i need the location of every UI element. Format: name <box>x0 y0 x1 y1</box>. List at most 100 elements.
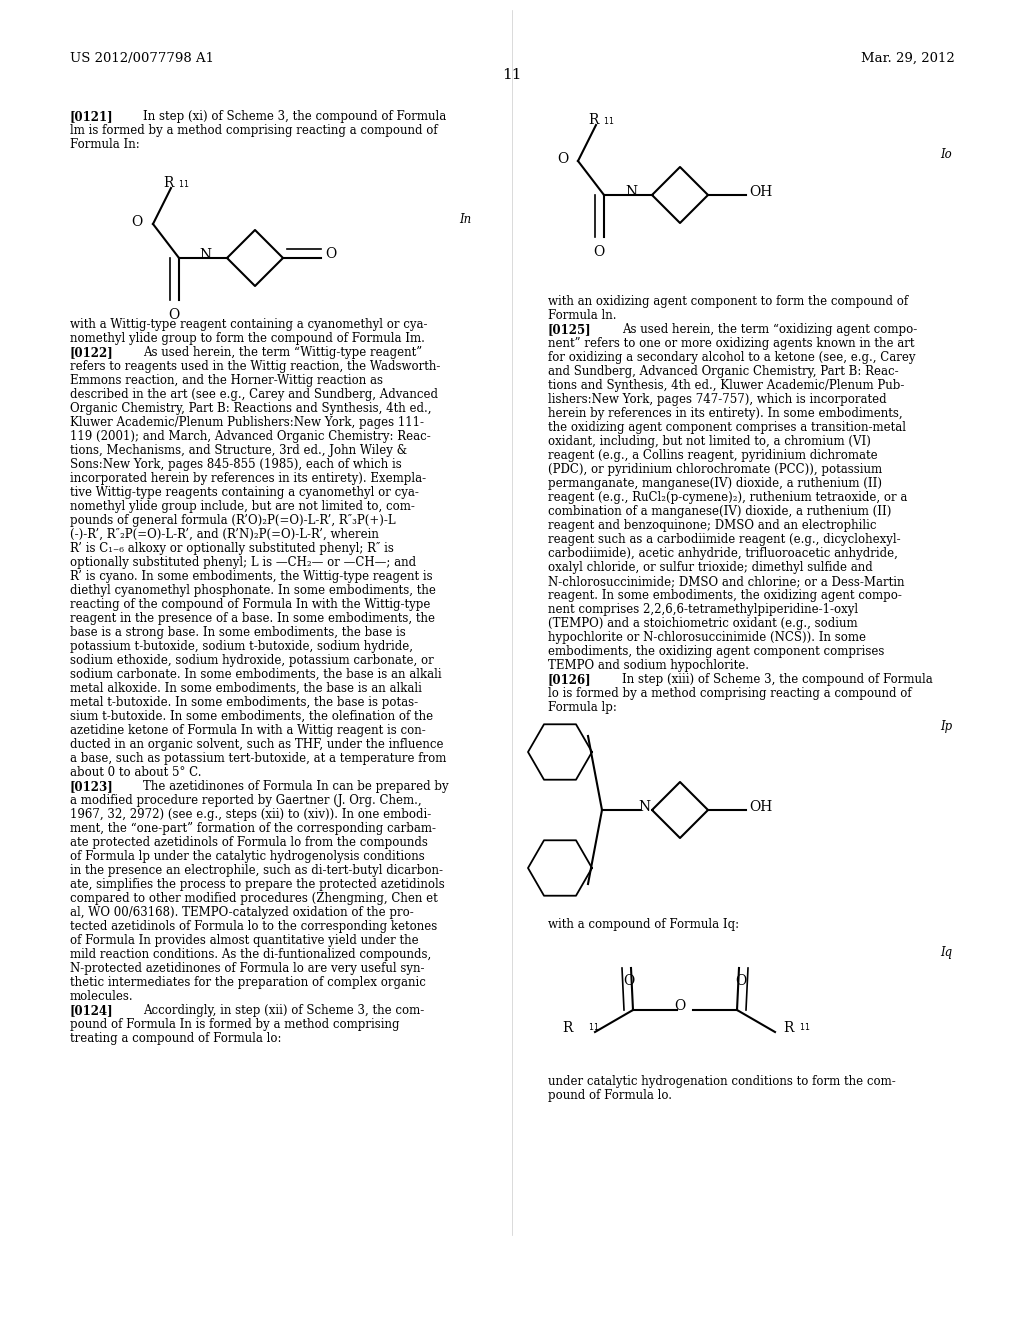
Text: lishers:New York, pages 747-757), which is incorporated: lishers:New York, pages 747-757), which … <box>548 393 887 407</box>
Text: N: N <box>199 248 211 261</box>
Text: (-)-R’, R″₂P(=O)-L-R’, and (R’N)₂P(=O)-L-R’, wherein: (-)-R’, R″₂P(=O)-L-R’, and (R’N)₂P(=O)-L… <box>70 528 379 541</box>
Text: optionally substituted phenyl; L is —CH₂— or —CH—; and: optionally substituted phenyl; L is —CH₂… <box>70 556 416 569</box>
Text: incorporated herein by references in its entirety). Exempla-: incorporated herein by references in its… <box>70 473 426 484</box>
Text: Accordingly, in step (xii) of Scheme 3, the com-: Accordingly, in step (xii) of Scheme 3, … <box>143 1005 425 1016</box>
Text: O: O <box>624 974 635 987</box>
Text: Emmons reaction, and the Horner-Wittig reaction as: Emmons reaction, and the Horner-Wittig r… <box>70 374 383 387</box>
Text: of Formula In provides almost quantitative yield under the: of Formula In provides almost quantitati… <box>70 935 418 946</box>
Text: refers to reagents used in the Wittig reaction, the Wadsworth-: refers to reagents used in the Wittig re… <box>70 360 440 374</box>
Text: potassium t-butoxide, sodium t-butoxide, sodium hydride,: potassium t-butoxide, sodium t-butoxide,… <box>70 640 413 653</box>
Text: nomethyl ylide group to form the compound of Formula Im.: nomethyl ylide group to form the compoun… <box>70 333 425 345</box>
Text: O: O <box>593 246 604 259</box>
Text: lo is formed by a method comprising reacting a compound of: lo is formed by a method comprising reac… <box>548 686 911 700</box>
Text: [0126]: [0126] <box>548 673 592 686</box>
Text: and Sundberg, Advanced Organic Chemistry, Part B: Reac-: and Sundberg, Advanced Organic Chemistry… <box>548 366 898 378</box>
Text: herein by references in its entirety). In some embodiments,: herein by references in its entirety). I… <box>548 407 902 420</box>
Text: 119 (2001); and March, Advanced Organic Chemistry: Reac-: 119 (2001); and March, Advanced Organic … <box>70 430 430 444</box>
Text: N-protected azetidinones of Formula lo are very useful syn-: N-protected azetidinones of Formula lo a… <box>70 962 424 975</box>
Text: embodiments, the oxidizing agent component comprises: embodiments, the oxidizing agent compone… <box>548 645 884 657</box>
Text: TEMPO and sodium hypochlorite.: TEMPO and sodium hypochlorite. <box>548 659 749 672</box>
Text: As used herein, the term “Wittig-type reagent”: As used herein, the term “Wittig-type re… <box>143 346 423 359</box>
Text: lm is formed by a method comprising reacting a compound of: lm is formed by a method comprising reac… <box>70 124 437 137</box>
Text: R: R <box>783 1020 794 1035</box>
Text: 11: 11 <box>502 69 522 82</box>
Text: In step (xiii) of Scheme 3, the compound of Formula: In step (xiii) of Scheme 3, the compound… <box>622 673 932 686</box>
Text: ducted in an organic solvent, such as THF, under the influence: ducted in an organic solvent, such as TH… <box>70 738 443 751</box>
Text: with a Wittig-type reagent containing a cyanomethyl or cya-: with a Wittig-type reagent containing a … <box>70 318 427 331</box>
Text: 1967, 32, 2972) (see e.g., steps (xii) to (xiv)). In one embodi-: 1967, 32, 2972) (see e.g., steps (xii) t… <box>70 808 431 821</box>
Text: Iq: Iq <box>940 946 952 960</box>
Text: (PDC), or pyridinium chlorochromate (PCC)), potassium: (PDC), or pyridinium chlorochromate (PCC… <box>548 463 882 477</box>
Text: of Formula lp under the catalytic hydrogenolysis conditions: of Formula lp under the catalytic hydrog… <box>70 850 424 863</box>
Text: In: In <box>459 213 471 226</box>
Text: with a compound of Formula Iq:: with a compound of Formula Iq: <box>548 917 739 931</box>
Text: in the presence an electrophile, such as di-tert-butyl dicarbon-: in the presence an electrophile, such as… <box>70 865 442 876</box>
Text: O: O <box>168 308 179 322</box>
Text: tected azetidinols of Formula lo to the corresponding ketones: tected azetidinols of Formula lo to the … <box>70 920 437 933</box>
Text: R: R <box>588 114 598 127</box>
Text: nomethyl ylide group include, but are not limited to, com-: nomethyl ylide group include, but are no… <box>70 500 415 513</box>
Text: about 0 to about 5° C.: about 0 to about 5° C. <box>70 766 201 779</box>
Text: ate protected azetidinols of Formula lo from the compounds: ate protected azetidinols of Formula lo … <box>70 836 427 849</box>
Text: $^{11}$: $^{11}$ <box>588 1023 599 1034</box>
Text: ment, the “one-part” formation of the corresponding carbam-: ment, the “one-part” formation of the co… <box>70 822 435 836</box>
Text: The azetidinones of Formula In can be prepared by: The azetidinones of Formula In can be pr… <box>143 780 449 793</box>
Text: reagent. In some embodiments, the oxidizing agent compo-: reagent. In some embodiments, the oxidiz… <box>548 589 902 602</box>
Text: combination of a manganese(IV) dioxide, a ruthenium (II): combination of a manganese(IV) dioxide, … <box>548 506 891 517</box>
Text: R: R <box>163 176 173 190</box>
Text: R’ is cyano. In some embodiments, the Wittig-type reagent is: R’ is cyano. In some embodiments, the Wi… <box>70 570 432 583</box>
Text: reagent such as a carbodiimide reagent (e.g., dicyclohexyl-: reagent such as a carbodiimide reagent (… <box>548 533 900 546</box>
Text: metal t-butoxide. In some embodiments, the base is potas-: metal t-butoxide. In some embodiments, t… <box>70 696 418 709</box>
Text: reagent and benzoquinone; DMSO and an electrophilic: reagent and benzoquinone; DMSO and an el… <box>548 519 877 532</box>
Text: tions and Synthesis, 4th ed., Kluwer Academic/Plenum Pub-: tions and Synthesis, 4th ed., Kluwer Aca… <box>548 379 904 392</box>
Text: [0125]: [0125] <box>548 323 592 337</box>
Text: US 2012/0077798 A1: US 2012/0077798 A1 <box>70 51 214 65</box>
Text: a modified procedure reported by Gaertner (J. Org. Chem.,: a modified procedure reported by Gaertne… <box>70 795 421 807</box>
Text: Formula In:: Formula In: <box>70 139 139 150</box>
Text: hypochlorite or N-chlorosuccinimide (NCS)). In some: hypochlorite or N-chlorosuccinimide (NCS… <box>548 631 866 644</box>
Text: sodium carbonate. In some embodiments, the base is an alkali: sodium carbonate. In some embodiments, t… <box>70 668 441 681</box>
Text: N-chlorosuccinimide; DMSO and chlorine; or a Dess-Martin: N-chlorosuccinimide; DMSO and chlorine; … <box>548 576 904 587</box>
Text: [0124]: [0124] <box>70 1005 114 1016</box>
Text: the oxidizing agent component comprises a transition-metal: the oxidizing agent component comprises … <box>548 421 906 434</box>
Text: reagent (e.g., a Collins reagent, pyridinium dichromate: reagent (e.g., a Collins reagent, pyridi… <box>548 449 878 462</box>
Text: $^{11}$: $^{11}$ <box>178 180 189 190</box>
Text: Organic Chemistry, Part B: Reactions and Synthesis, 4th ed.,: Organic Chemistry, Part B: Reactions and… <box>70 403 431 414</box>
Text: tive Wittig-type reagents containing a cyanomethyl or cya-: tive Wittig-type reagents containing a c… <box>70 486 419 499</box>
Text: base is a strong base. In some embodiments, the base is: base is a strong base. In some embodimen… <box>70 626 406 639</box>
Text: reacting of the compound of Formula In with the Wittig-type: reacting of the compound of Formula In w… <box>70 598 430 611</box>
Text: O: O <box>557 152 568 166</box>
Text: nent” refers to one or more oxidizing agents known in the art: nent” refers to one or more oxidizing ag… <box>548 337 914 350</box>
Text: O: O <box>325 247 336 261</box>
Text: (TEMPO) and a stoichiometric oxidant (e.g., sodium: (TEMPO) and a stoichiometric oxidant (e.… <box>548 616 857 630</box>
Text: Mar. 29, 2012: Mar. 29, 2012 <box>860 51 954 65</box>
Text: [0122]: [0122] <box>70 346 114 359</box>
Text: reagent (e.g., RuCl₂(p-cymene)₂), ruthenium tetraoxide, or a: reagent (e.g., RuCl₂(p-cymene)₂), ruthen… <box>548 491 907 504</box>
Text: sium t-butoxide. In some embodiments, the olefination of the: sium t-butoxide. In some embodiments, th… <box>70 710 433 723</box>
Text: Ip: Ip <box>940 719 952 733</box>
Text: [0123]: [0123] <box>70 780 114 793</box>
Text: pound of Formula lo.: pound of Formula lo. <box>548 1089 672 1102</box>
Text: Sons:New York, pages 845-855 (1985), each of which is: Sons:New York, pages 845-855 (1985), eac… <box>70 458 401 471</box>
Text: pound of Formula In is formed by a method comprising: pound of Formula In is formed by a metho… <box>70 1018 399 1031</box>
Text: under catalytic hydrogenation conditions to form the com-: under catalytic hydrogenation conditions… <box>548 1074 896 1088</box>
Text: oxalyl chloride, or sulfur trioxide; dimethyl sulfide and: oxalyl chloride, or sulfur trioxide; dim… <box>548 561 872 574</box>
Text: a base, such as potassium tert-butoxide, at a temperature from: a base, such as potassium tert-butoxide,… <box>70 752 446 766</box>
Text: Formula ln.: Formula ln. <box>548 309 616 322</box>
Text: Kluwer Academic/Plenum Publishers:New York, pages 111-: Kluwer Academic/Plenum Publishers:New Yo… <box>70 416 424 429</box>
Text: N: N <box>638 800 650 814</box>
Text: R: R <box>562 1020 573 1035</box>
Text: As used herein, the term “oxidizing agent compo-: As used herein, the term “oxidizing agen… <box>622 323 916 337</box>
Text: O: O <box>132 215 143 228</box>
Text: [0121]: [0121] <box>70 110 114 123</box>
Text: R’ is C₁₋₆ alkoxy or optionally substituted phenyl; R″ is: R’ is C₁₋₆ alkoxy or optionally substitu… <box>70 543 393 554</box>
Text: Formula lp:: Formula lp: <box>548 701 616 714</box>
Text: for oxidizing a secondary alcohol to a ketone (see, e.g., Carey: for oxidizing a secondary alcohol to a k… <box>548 351 915 364</box>
Text: compared to other modified procedures (Zhengming, Chen et: compared to other modified procedures (Z… <box>70 892 437 906</box>
Text: O: O <box>735 974 746 987</box>
Text: mild reaction conditions. As the di-funtionalized compounds,: mild reaction conditions. As the di-funt… <box>70 948 431 961</box>
Text: $^{11}$: $^{11}$ <box>799 1023 810 1034</box>
Text: Io: Io <box>940 148 951 161</box>
Text: In step (xi) of Scheme 3, the compound of Formula: In step (xi) of Scheme 3, the compound o… <box>143 110 446 123</box>
Text: diethyl cyanomethyl phosphonate. In some embodiments, the: diethyl cyanomethyl phosphonate. In some… <box>70 583 435 597</box>
